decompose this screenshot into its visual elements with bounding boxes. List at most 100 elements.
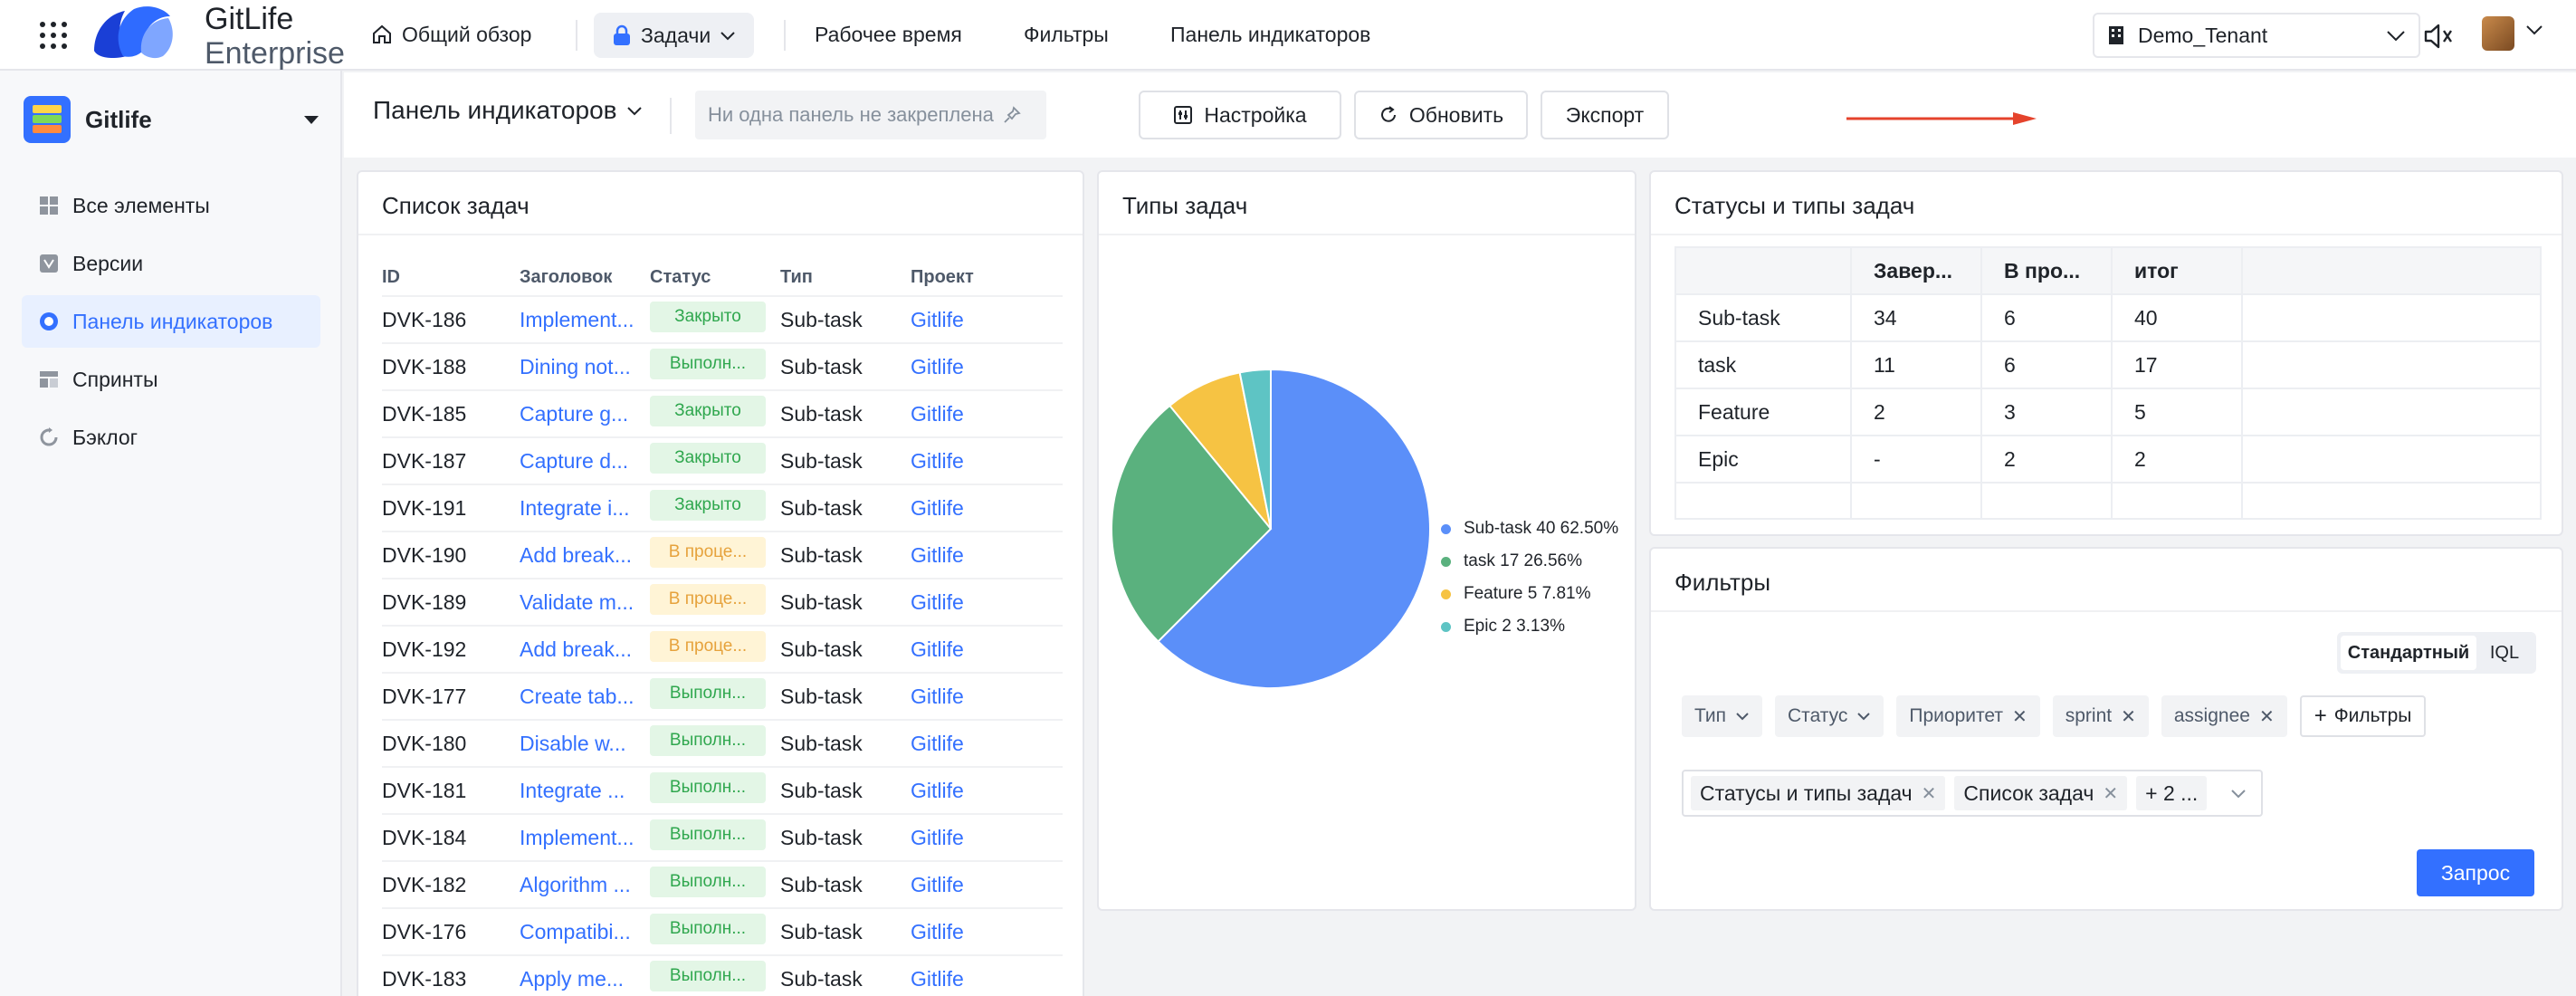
project-link[interactable]: Gitlife [911, 825, 964, 849]
chevron-down-icon[interactable] [2525, 24, 2543, 36]
project-link[interactable]: Gitlife [911, 731, 964, 755]
pie-slice-epic[interactable] [1238, 368, 1272, 530]
task-title-link[interactable]: Validate m... [520, 589, 634, 614]
table-row[interactable]: DVK-188 Dining not... Выполн... Sub-task Git… [382, 344, 1063, 391]
project-link[interactable]: Gitlife [911, 307, 964, 331]
nav-filters[interactable]: Фильтры [1024, 22, 1109, 46]
filter-chip[interactable]: assignee ✕ [2161, 695, 2287, 737]
task-type: Sub-task [780, 872, 863, 896]
dashboard-selector[interactable]: Панель индикаторов [373, 96, 643, 125]
widget-multiselect[interactable]: Статусы и типы задач ✕ Список задач ✕ + … [1682, 770, 2263, 817]
table-row[interactable]: DVK-180 Disable w... Выполн... Sub-task Gitl… [382, 721, 1063, 768]
close-icon[interactable]: ✕ [2258, 706, 2275, 727]
close-icon[interactable]: ✕ [2011, 706, 2027, 727]
sidebar-item-backlog[interactable]: Бэклог [22, 411, 320, 464]
nav-tasks[interactable]: Задачи [594, 13, 755, 58]
project-link[interactable]: Gitlife [911, 919, 964, 943]
task-title-link[interactable]: Create tab... [520, 684, 634, 708]
project-link[interactable]: Gitlife [911, 354, 964, 378]
table-row[interactable]: DVK-186 Implement... Закрыто Sub-task Gitlif… [382, 297, 1063, 344]
table-cell-empty [2241, 435, 2542, 484]
status-cell: Выполн... [650, 961, 780, 996]
refresh-button[interactable]: Обновить [1354, 91, 1528, 139]
status-badge: Закрыто [650, 443, 766, 474]
table-row[interactable]: DVK-185 Capture g... Закрыто Sub-task Gitlif… [382, 391, 1063, 438]
project-link[interactable]: Gitlife [911, 684, 964, 708]
project-link[interactable]: Gitlife [911, 495, 964, 520]
table-row[interactable]: DVK-184 Implement... Выполн... Sub-task Gitl… [382, 815, 1063, 862]
task-title-link[interactable]: Compatibi... [520, 919, 631, 943]
column-header: Статус [650, 266, 711, 287]
mode-standard-button[interactable]: Стандартный [2341, 636, 2476, 670]
table-row[interactable]: DVK-177 Create tab... Выполн... Sub-task Git… [382, 674, 1063, 721]
legend-item[interactable]: task 17 26.56% [1441, 545, 1618, 578]
task-title-link[interactable]: Implement... [520, 825, 634, 849]
task-title-link[interactable]: Apply me... [520, 966, 625, 991]
settings-button[interactable]: Настройка [1139, 91, 1341, 139]
close-icon[interactable]: ✕ [2103, 783, 2119, 804]
project-link[interactable]: Gitlife [911, 637, 964, 661]
project-link[interactable]: Gitlife [911, 542, 964, 567]
close-icon[interactable]: ✕ [1921, 783, 1937, 804]
table-row[interactable]: DVK-176 Compatibi... Выполн... Sub-task Gitl… [382, 909, 1063, 956]
legend-item[interactable]: Feature 5 7.81% [1441, 578, 1618, 610]
task-title-link[interactable]: Integrate ... [520, 778, 625, 802]
close-icon[interactable]: ✕ [2121, 706, 2136, 727]
task-title-link[interactable]: Add break... [520, 637, 633, 661]
project-name: Gitlife [85, 105, 152, 133]
task-title-link[interactable]: Disable w... [520, 731, 626, 755]
task-title-link[interactable]: Implement... [520, 307, 634, 331]
project-link[interactable]: Gitlife [911, 589, 964, 614]
sidebar-item-versions[interactable]: Версии [22, 237, 320, 290]
nav-dashboard[interactable]: Панель индикаторов [1170, 22, 1371, 46]
sidebar-item-sprints[interactable]: Спринты [22, 353, 320, 406]
pie-slice-sub-task[interactable] [1157, 368, 1431, 689]
table-row[interactable]: DVK-189 Validate m... В проце... Sub-task Gi… [382, 579, 1063, 627]
table-row[interactable]: DVK-183 Apply me... Выполн... Sub-task Gitli… [382, 956, 1063, 996]
project-link[interactable]: Gitlife [911, 966, 964, 991]
filter-chip[interactable]: Статус [1775, 695, 1884, 737]
task-title-link[interactable]: Dining not... [520, 354, 631, 378]
query-button[interactable]: Запрос [2417, 849, 2534, 896]
sidebar-item-label: Панель индикаторов [72, 309, 273, 333]
sidebar-item-dashboard[interactable]: Панель индикаторов [22, 295, 320, 348]
sidebar-item-all[interactable]: Все элементы [22, 179, 320, 232]
filter-chip[interactable]: sprint ✕ [2052, 695, 2149, 737]
table-row[interactable]: DVK-191 Integrate i... Закрыто Sub-task Gitl… [382, 485, 1063, 532]
project-switcher[interactable]: Gitlife [24, 94, 319, 145]
filter-chip[interactable]: Приоритет ✕ [1896, 695, 2040, 737]
task-title-link[interactable]: Algorithm ... [520, 872, 631, 896]
pinned-dashboard-pill[interactable]: Ни одна панель не закреплена [695, 91, 1046, 139]
sound-icon[interactable] [2420, 18, 2457, 54]
project-link[interactable]: Gitlife [911, 448, 964, 473]
task-title-link[interactable]: Add break... [520, 542, 633, 567]
nav-worktime[interactable]: Рабочее время [815, 22, 962, 46]
table-row[interactable]: DVK-182 Algorithm ... Выполн... Sub-task Git… [382, 862, 1063, 909]
app-grid-icon[interactable] [40, 22, 67, 49]
pie-slice-task[interactable] [1111, 404, 1273, 643]
tenant-select[interactable]: Demo_Tenant [2093, 13, 2420, 58]
legend-item[interactable]: Epic 2 3.13% [1441, 610, 1618, 643]
project-link[interactable]: Gitlife [911, 778, 964, 802]
table-row[interactable]: DVK-192 Add break... В проце... Sub-task Git… [382, 627, 1063, 674]
project-link[interactable]: Gitlife [911, 872, 964, 896]
more-tag[interactable]: + 2 ... [2136, 776, 2208, 810]
status-type-card: Статусы и типы задач Завер... В про... и… [1649, 170, 2563, 536]
export-button[interactable]: Экспорт [1541, 91, 1669, 139]
task-title-link[interactable]: Capture g... [520, 401, 629, 426]
legend-item[interactable]: Sub-task 40 62.50% [1441, 512, 1618, 545]
table-row[interactable]: DVK-190 Add break... В проце... Sub-task Git… [382, 532, 1063, 579]
add-filter-button[interactable]: + Фильтры [2299, 695, 2427, 737]
table-row[interactable]: DVK-187 Capture d... Закрыто Sub-task Gitlif… [382, 438, 1063, 485]
status-cell: Выполн... [650, 678, 780, 714]
task-title-link[interactable]: Capture d... [520, 448, 629, 473]
table-row[interactable]: DVK-181 Integrate ... Выполн... Sub-task Git… [382, 768, 1063, 815]
mode-iql-button[interactable]: IQL [2489, 642, 2520, 663]
nav-overview[interactable]: Общий обзор [371, 0, 531, 69]
project-link[interactable]: Gitlife [911, 401, 964, 426]
task-title-link[interactable]: Integrate i... [520, 495, 630, 520]
avatar[interactable] [2482, 16, 2514, 51]
dashboard-icon [40, 312, 58, 330]
brand: GitLife Enterprise [205, 4, 345, 69]
filter-chip[interactable]: Тип [1682, 695, 1763, 737]
